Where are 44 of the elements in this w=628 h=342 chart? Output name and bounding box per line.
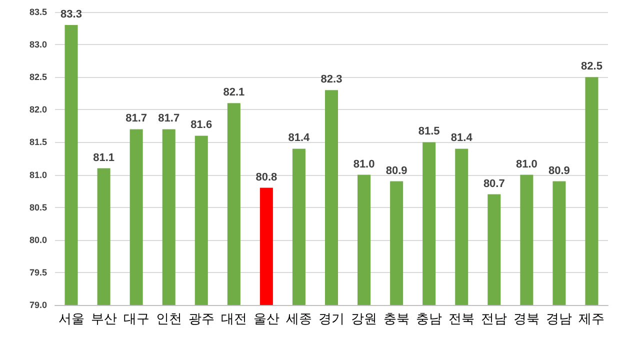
- x-tick-label: 울산: [253, 312, 280, 327]
- data-label: 82.1: [223, 86, 245, 99]
- x-tick-label: 경북: [514, 312, 540, 327]
- y-tick-label: 79.5: [29, 267, 47, 278]
- x-tick-label: 충북: [384, 312, 410, 327]
- y-tick-label: 80.5: [29, 202, 47, 212]
- x-tick-label: 제주: [578, 312, 605, 327]
- x-tick-label: 인천: [156, 312, 182, 327]
- data-label: 81.7: [158, 112, 180, 125]
- data-label: 81.6: [190, 119, 212, 132]
- data-label: 81.4: [450, 132, 474, 144]
- x-tick-label: 충남: [416, 312, 442, 327]
- x-tick-label: 부산: [90, 312, 117, 327]
- x-tick-label: 광주: [188, 312, 214, 327]
- x-tick-label: 강원: [351, 312, 378, 327]
- data-label: 81.7: [126, 112, 148, 125]
- x-tick-label: 전남: [481, 312, 508, 327]
- x-tick-label: 대전: [220, 312, 247, 327]
- y-tick-label: 83.5: [29, 7, 47, 17]
- y-tick-label: 81.5: [29, 137, 47, 148]
- y-tick-label: 82.0: [29, 104, 47, 115]
- data-label: 82.5: [581, 60, 602, 73]
- y-tick-label: 80.0: [29, 234, 47, 245]
- data-label: 81.5: [418, 126, 440, 138]
- y-tick-label: 83.0: [29, 40, 47, 50]
- data-label: 82.3: [320, 74, 342, 86]
- data-label: 81.0: [353, 158, 375, 170]
- x-tick-label: 전북: [448, 312, 475, 327]
- y-tick-label: 81.0: [29, 170, 47, 180]
- x-tick-label: 경남: [546, 312, 572, 327]
- data-label: 81.4: [288, 132, 311, 144]
- data-label: 83.3: [60, 8, 82, 21]
- x-tick-label: 경기: [318, 312, 344, 327]
- data-label: 80.9: [386, 164, 408, 177]
- data-label: 80.9: [548, 164, 570, 177]
- x-tick-label: 서울: [58, 312, 84, 327]
- x-tick-label: 세종: [286, 312, 312, 327]
- data-label: 81.1: [93, 152, 115, 164]
- data-label: 81.0: [516, 158, 538, 170]
- y-tick-label: 79.0: [29, 300, 47, 310]
- data-label: 80.8: [256, 171, 278, 184]
- y-tick-label: 82.5: [29, 72, 47, 82]
- data-label: 80.7: [483, 178, 505, 190]
- x-tick-label: 대구: [123, 312, 150, 327]
